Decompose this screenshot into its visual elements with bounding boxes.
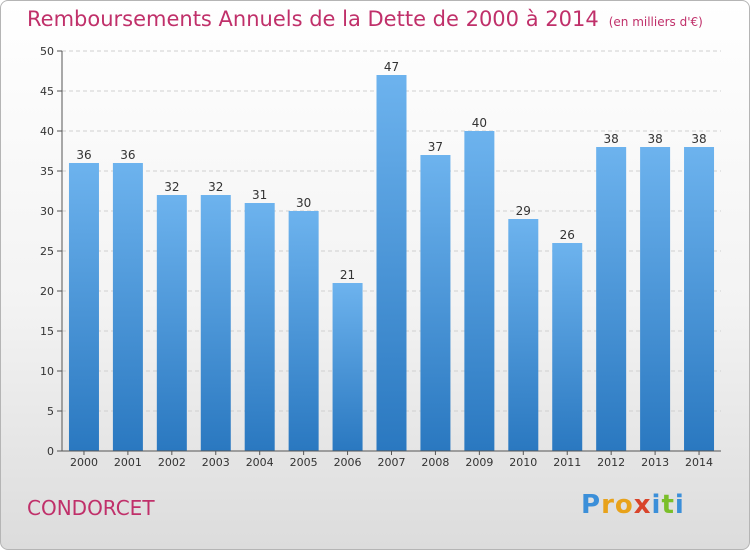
x-tick-label: 2008 [421, 456, 449, 469]
data-label: 29 [516, 204, 531, 218]
bars: 36 36 32 32 31 30 21 47 37 40 29 26 38 38 38 [68, 60, 715, 451]
x-tick-label: 2013 [641, 456, 669, 469]
data-label: 31 [252, 188, 267, 202]
y-tick-label: 5 [47, 405, 54, 418]
data-label: 32 [208, 180, 223, 194]
title-text: Remboursements Annuels de la Dette de 20… [27, 7, 599, 31]
bar [200, 195, 231, 451]
x-tick-label: 2005 [290, 456, 318, 469]
x-tick-label: 2003 [202, 456, 230, 469]
data-label: 37 [428, 140, 443, 154]
data-label: 21 [340, 268, 355, 282]
y-tick-label: 35 [40, 165, 54, 178]
data-label: 30 [296, 196, 311, 210]
y-tick-label: 25 [40, 245, 54, 258]
y-tick-label: 20 [40, 285, 54, 298]
bar [508, 219, 539, 451]
x-tick-label: 2001 [114, 456, 142, 469]
y-tick-label: 40 [40, 125, 54, 138]
data-label: 38 [691, 132, 706, 146]
x-tick-label: 2010 [509, 456, 537, 469]
y-tick-label: 50 [40, 45, 54, 58]
bar [332, 283, 363, 451]
x-tick-label: 2006 [334, 456, 362, 469]
y-tick-label: 0 [47, 445, 54, 458]
bar [552, 243, 583, 451]
chart-title: Remboursements Annuels de la Dette de 20… [27, 7, 703, 31]
x-tick-label: 2004 [246, 456, 274, 469]
y-tick-label: 15 [40, 325, 54, 338]
axes: 0 5 10 15 20 25 30 35 40 45 50 2000 2001 2002 2003 2004… [40, 45, 721, 469]
commune-name: CONDORCET [27, 496, 155, 520]
data-label: 36 [120, 148, 135, 162]
bar [464, 131, 495, 451]
x-tick-label: 2000 [70, 456, 98, 469]
bar [156, 195, 187, 451]
y-tick-label: 30 [40, 205, 54, 218]
data-label: 38 [647, 132, 662, 146]
x-tick-label: 2002 [158, 456, 186, 469]
bar [244, 203, 275, 451]
y-tick-label: 45 [40, 85, 54, 98]
bar [68, 163, 99, 451]
bar [376, 75, 407, 451]
bar [684, 147, 715, 451]
data-label: 38 [604, 132, 619, 146]
data-label: 40 [472, 116, 487, 130]
proxiti-logo: Proxiti [581, 490, 685, 520]
data-label: 26 [560, 228, 575, 242]
bar [640, 147, 671, 451]
x-tick-label: 2009 [465, 456, 493, 469]
x-tick-label: 2012 [597, 456, 625, 469]
bar [596, 147, 627, 451]
y-tick-label: 10 [40, 365, 54, 378]
data-label: 47 [384, 60, 399, 74]
bar [112, 163, 143, 451]
bar [288, 211, 319, 451]
x-tick-label: 2007 [378, 456, 406, 469]
bar [420, 155, 451, 451]
x-tick-label: 2011 [553, 456, 581, 469]
x-tick-label: 2014 [685, 456, 713, 469]
data-label: 32 [164, 180, 179, 194]
subtitle-text: (en milliers d'€) [608, 15, 703, 29]
data-label: 36 [76, 148, 91, 162]
